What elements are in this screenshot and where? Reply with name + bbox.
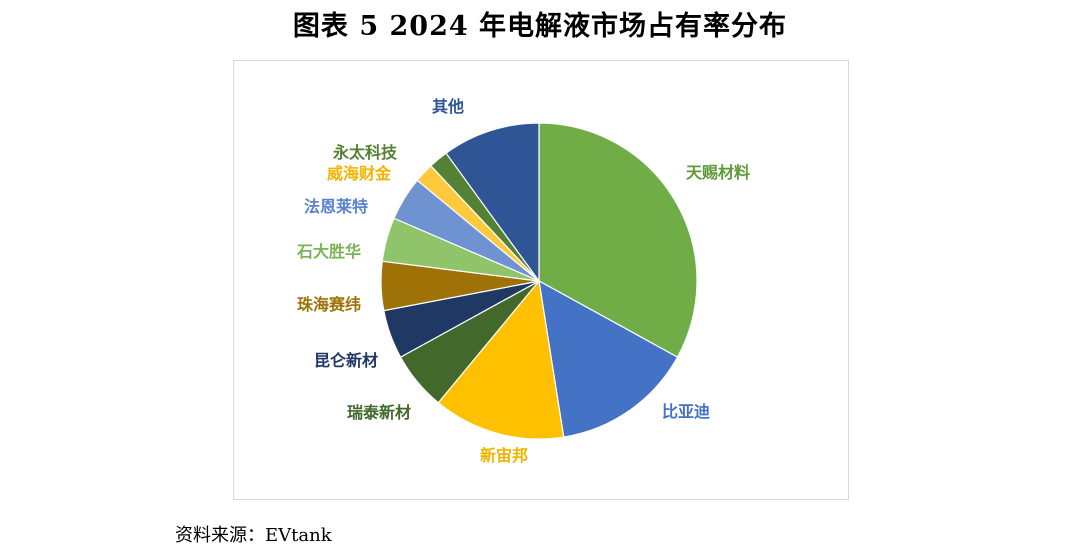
slice-label: 永太科技 xyxy=(332,143,398,162)
slice-label: 威海财金 xyxy=(327,164,392,183)
slice-label: 石大胜华 xyxy=(296,242,361,261)
pie-slice xyxy=(437,279,565,440)
slice-label: 昆仑新材 xyxy=(314,351,378,370)
slice-label: 比亚迪 xyxy=(662,402,710,421)
pie-slice xyxy=(538,122,698,358)
slice-label: 天赐材料 xyxy=(686,163,750,182)
pie-slices xyxy=(380,122,698,440)
slice-label: 新宙邦 xyxy=(480,446,528,465)
pie-slice xyxy=(445,122,540,283)
pie-slice xyxy=(538,279,679,438)
source-note: 资料来源：EVtank xyxy=(175,525,332,546)
slice-label: 瑞泰新材 xyxy=(347,403,411,422)
slice-label: 珠海赛纬 xyxy=(297,295,361,314)
slice-label: 其他 xyxy=(432,97,464,116)
slice-label: 法恩莱特 xyxy=(304,197,368,216)
page-title: 图表 5 2024 年电解液市场占有率分布 xyxy=(292,11,788,42)
chart-area: 天赐材料比亚迪新宙邦 瑞泰新材 昆仑新材 珠海赛纬 石大胜华 法恩莱特 威海财金 永太科技 其他 xyxy=(233,60,849,500)
